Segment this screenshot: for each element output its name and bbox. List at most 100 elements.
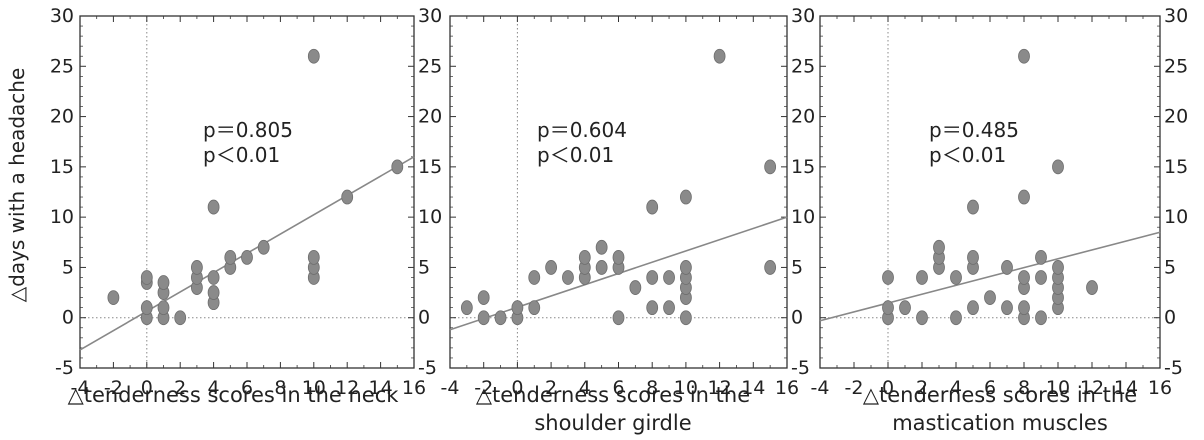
panel-3-x-tick-label: -4 xyxy=(811,377,830,399)
panel-2-data-point xyxy=(680,310,692,326)
panel-3-x-tick-label: 14 xyxy=(1114,377,1138,399)
panel-1-data-point xyxy=(174,310,187,326)
panel-3-data-point xyxy=(967,199,979,215)
panel-2-x-tick-label: 14 xyxy=(741,377,765,399)
panel-2-data-point xyxy=(764,159,777,175)
panel-2-data-point xyxy=(477,290,490,306)
panel-2-data-point xyxy=(764,260,777,275)
panel-2-y-tick-label-right: 30 xyxy=(791,5,815,27)
panel-1-y-tick-label-right: 0 xyxy=(418,307,430,329)
panel-3-data-point xyxy=(1001,260,1013,275)
panel-2-data-point xyxy=(680,189,692,205)
panel-2-y-tick-label-right: -5 xyxy=(791,357,810,379)
panel-2-correlation: p＝0.604 xyxy=(537,118,627,142)
panel-1-data-point xyxy=(140,300,153,316)
panel-2-data-point xyxy=(528,300,541,316)
panel-3-x-tick-label: 16 xyxy=(1148,377,1172,399)
panel-3-x-tick-label: -2 xyxy=(845,377,864,399)
panel-3-data-point xyxy=(1086,280,1098,295)
panel-2-data-point xyxy=(460,300,473,316)
panel-2-data-point xyxy=(680,260,692,275)
panel-1-y-tick-label: 0 xyxy=(62,307,74,329)
panel-2-data-point xyxy=(663,270,675,285)
panel-2-y-tick-label-right: 15 xyxy=(791,156,815,178)
panel-1-x-tick-label: 8 xyxy=(274,377,286,399)
panel-2-data-point xyxy=(612,249,625,265)
panel-1-data-point xyxy=(190,260,203,275)
panel-1-y-tick-label: 5 xyxy=(62,256,74,278)
panel-3-data-point xyxy=(933,239,945,255)
panel-3-data-point xyxy=(967,249,979,265)
panel-1-x-axis-label: △tenderness scores in the neck xyxy=(53,381,413,409)
panel-2-data-point xyxy=(595,239,608,255)
panel-1-data-point xyxy=(140,270,153,285)
panel-2-data-point xyxy=(646,300,659,316)
panel-1-data-point xyxy=(207,285,220,300)
panel-3-x-tick-label: 12 xyxy=(1080,377,1104,399)
panel-1-y-tick-label-right: 20 xyxy=(418,106,442,128)
panel-2-x-tick-label: -4 xyxy=(441,377,460,399)
panel-1-y-tick-label: 20 xyxy=(50,106,74,128)
panel-2-x-tick-label: 8 xyxy=(646,377,658,399)
panel-3-data-point xyxy=(899,300,911,316)
panel-2-data-point xyxy=(663,300,675,316)
panel-3-data-point xyxy=(1035,270,1047,285)
panel-3-data-point xyxy=(882,270,894,285)
panel-1-x-tick-label: 2 xyxy=(174,377,186,399)
panel-2-data-point xyxy=(562,270,574,285)
panel-3-annotation: p＝0.485 p＜0.01 xyxy=(929,118,1019,168)
panel-3-data-point xyxy=(950,310,962,326)
panel-1-y-tick-label-right: 5 xyxy=(418,256,430,278)
panel-1-pvalue: p＜0.01 xyxy=(203,143,281,167)
panel-3-x-tick-label: 6 xyxy=(984,377,996,399)
panel-1-x-tick-label: 6 xyxy=(241,377,253,399)
panel-2-x-tick-label: 6 xyxy=(612,377,624,399)
panel-2-data-point xyxy=(612,310,625,326)
panel-1-annotation: p＝0.805 p＜0.01 xyxy=(203,118,293,168)
panel-3-data-point xyxy=(916,310,928,326)
panel-1-data-point xyxy=(224,249,237,265)
panel-3-y-tick-label-right: 5 xyxy=(1164,256,1176,278)
panel-2-data-point xyxy=(578,249,591,265)
panel-3-data-point xyxy=(1018,48,1030,64)
panel-1-x-tick-label: 10 xyxy=(302,377,326,399)
panel-1-y-tick-label-right: 10 xyxy=(418,206,442,228)
panel-1-y-tick-label: 10 xyxy=(50,206,74,228)
panel-3-data-point xyxy=(1052,159,1064,175)
panel-3-data-point xyxy=(916,270,928,285)
panel-3-x-axis-label-text: △tenderness scores in the mastication mu… xyxy=(862,383,1138,435)
panel-3-y-tick-label-right: -5 xyxy=(1164,357,1183,379)
panel-3-y-tick-label-right: 15 xyxy=(1164,156,1188,178)
panel-2-plot-frame xyxy=(449,15,788,369)
panel-2-data-point xyxy=(528,270,541,285)
panel-3-y-tick-label-right: 25 xyxy=(1164,55,1188,77)
panel-1-x-tick-label: 0 xyxy=(141,377,153,399)
y-axis-label-text: △days with a headache xyxy=(5,67,29,303)
panel-3-y-tick-label-right: 0 xyxy=(1164,307,1176,329)
panel-2-x-tick-label: -2 xyxy=(474,377,493,399)
panel-2-data-point xyxy=(595,260,608,275)
panel-3-x-tick-label: 4 xyxy=(950,377,962,399)
panel-2-x-tick-label: 16 xyxy=(775,377,799,399)
panel-2-y-tick-label-right: 5 xyxy=(791,256,803,278)
panel-1-x-axis-label-text: △tenderness scores in the neck xyxy=(67,383,399,407)
panel-2-y-tick-label-right: 10 xyxy=(791,206,815,228)
panel-2-data-point xyxy=(477,310,490,326)
panel-3-y-tick-label-right: 30 xyxy=(1164,5,1188,27)
panel-2-data-point xyxy=(713,48,726,64)
panel-2-x-tick-label: 4 xyxy=(579,377,591,399)
panel-1-data-point xyxy=(241,249,253,265)
panel-1-y-tick-label: 15 xyxy=(50,156,74,178)
panel-2-x-axis-label-text: △tenderness scores in the shoulder girdl… xyxy=(475,383,751,435)
panel-1-x-tick-label: 14 xyxy=(369,377,393,399)
panel-2-x-tick-label: 0 xyxy=(511,377,523,399)
panel-1-data-point xyxy=(307,48,320,64)
panel-1-x-tick-label: -4 xyxy=(71,377,90,399)
panel-3-y-tick-label-right: 10 xyxy=(1164,206,1188,228)
panel-2-x-tick-label: 10 xyxy=(674,377,698,399)
panel-3-pvalue: p＜0.01 xyxy=(929,143,1007,167)
panel-2-data-point xyxy=(646,199,659,215)
panel-3-x-tick-label: 2 xyxy=(916,377,928,399)
panel-3-x-tick-label: 0 xyxy=(882,377,894,399)
